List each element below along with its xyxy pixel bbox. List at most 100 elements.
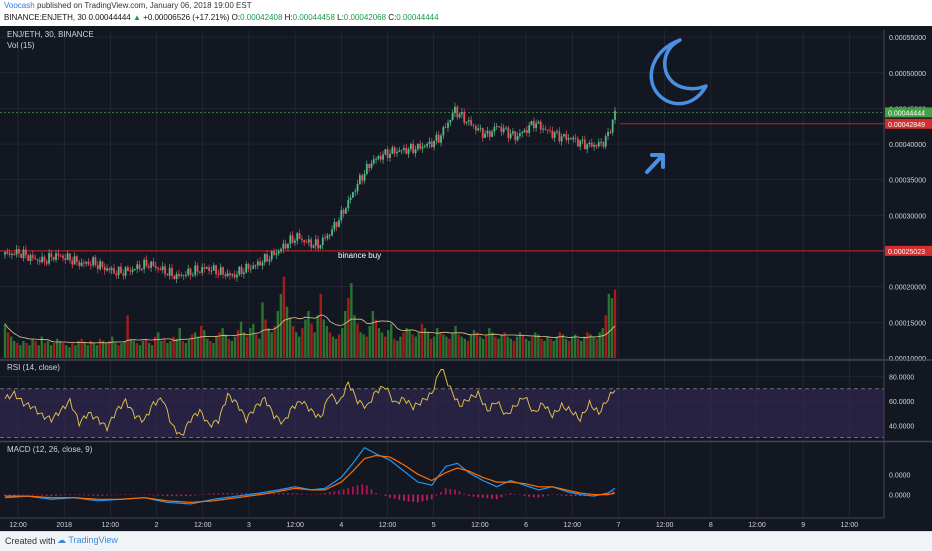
open-value: 0.00042408 xyxy=(240,13,283,22)
candle-body xyxy=(542,128,544,130)
volume-bar xyxy=(135,343,139,358)
candles xyxy=(4,102,616,284)
candle-body xyxy=(319,245,322,249)
macd-histogram-bar xyxy=(226,493,229,495)
time-tick-label: 6 xyxy=(524,522,528,529)
volume-bar xyxy=(301,328,304,358)
candle-body xyxy=(393,147,396,154)
candle-body xyxy=(256,261,259,266)
candle-body xyxy=(242,272,245,274)
volume-bar xyxy=(6,332,10,358)
macd-histogram-bar xyxy=(537,494,540,498)
candle-body xyxy=(106,268,108,271)
macd-histogram-bar xyxy=(426,494,429,501)
volume-bar xyxy=(258,338,261,358)
candle-body xyxy=(182,275,185,276)
candle-body xyxy=(314,239,317,246)
macd-histogram-bar xyxy=(217,493,220,495)
volume-bar xyxy=(193,332,197,358)
candle-body xyxy=(247,263,250,269)
candle-body xyxy=(164,266,166,274)
candle-body xyxy=(171,267,173,276)
volume-bar xyxy=(147,343,151,358)
volume-bar xyxy=(598,332,601,358)
macd-histogram-bar xyxy=(64,494,67,496)
candle-body xyxy=(549,129,551,131)
macd-legend: MACD (12, 26, close, 9) xyxy=(7,445,93,454)
volume-bar xyxy=(175,338,178,358)
time-tick-label: 12:00 xyxy=(9,522,27,529)
tradingview-brand-link[interactable]: ☁ TradingView xyxy=(57,535,118,545)
candle-body xyxy=(4,251,6,255)
trading-chart[interactable]: 0.000550000.000500000.000450000.00040000… xyxy=(0,26,932,531)
volume-bar xyxy=(524,338,528,358)
volume-bar xyxy=(144,338,148,358)
macd-histogram-bar xyxy=(157,494,159,496)
volume-bar xyxy=(494,336,497,358)
macd-histogram-bar xyxy=(175,494,178,497)
volume-bar xyxy=(350,283,353,358)
candle-body xyxy=(565,134,568,140)
volume-bar xyxy=(344,310,347,358)
volume-bar xyxy=(613,289,617,358)
volume-bar xyxy=(515,336,519,358)
candle-body xyxy=(338,220,340,227)
macd-histogram-bar xyxy=(611,490,614,495)
macd-histogram-bar xyxy=(310,494,313,496)
candle-body xyxy=(537,121,540,124)
candle-body xyxy=(502,128,505,132)
price-label-text: 0.00042849 xyxy=(888,122,925,129)
candle-body xyxy=(586,144,589,150)
candle-body xyxy=(345,208,347,214)
candle-body xyxy=(62,255,64,259)
candle-body xyxy=(535,123,538,129)
candle-body xyxy=(294,240,296,243)
volume-bar xyxy=(71,343,74,358)
volume-bar xyxy=(12,340,16,358)
volume-bar xyxy=(40,336,43,358)
macd-histogram-bar xyxy=(13,494,16,496)
candle-body xyxy=(52,256,55,260)
author-link[interactable]: Voocash xyxy=(4,1,35,10)
volume-bar xyxy=(52,343,56,358)
candle-body xyxy=(273,251,275,255)
volume-bar xyxy=(488,328,491,358)
macd-histogram-bar xyxy=(324,493,326,495)
change-up-icon: ▲ xyxy=(132,13,141,22)
arrow-up-right-icon[interactable] xyxy=(645,153,665,174)
volume-bar xyxy=(506,336,509,358)
candle-body xyxy=(372,159,375,164)
candle-body xyxy=(198,271,201,273)
volume-bar xyxy=(209,340,212,358)
macd-histogram-bar xyxy=(282,493,285,495)
volume-bar xyxy=(408,330,411,358)
volume-bar xyxy=(555,336,558,358)
candle-body xyxy=(76,256,78,262)
candle-body xyxy=(27,255,30,262)
volume-bar xyxy=(141,340,145,358)
rsi-tick-label: 40.0000 xyxy=(889,423,914,430)
candle-body xyxy=(544,128,547,130)
macd-histogram-bar xyxy=(574,494,577,497)
volume-bar xyxy=(163,338,166,358)
volume-bar xyxy=(242,332,246,358)
volume-bar xyxy=(270,332,273,358)
volume-bar xyxy=(19,345,22,358)
candle-body xyxy=(6,251,9,254)
rsi-tick-label: 60.0000 xyxy=(889,399,914,406)
pane-separators[interactable] xyxy=(0,359,932,443)
time-tick-label: 12:00 xyxy=(379,522,397,529)
volume-bar xyxy=(365,336,368,358)
volume-bar xyxy=(199,325,203,358)
candle-body xyxy=(238,266,241,275)
volume-bar xyxy=(86,345,89,358)
candle-body xyxy=(89,264,92,266)
volume-bar xyxy=(245,336,249,358)
volume-bar xyxy=(411,334,414,358)
time-axis[interactable]: 12:00 2018 12:00 2 12:00 3 12:00 4 12:00 5 12:00 6 1… xyxy=(0,517,884,529)
moon-drawing-icon[interactable] xyxy=(649,38,708,106)
annotation-label[interactable]: binance buy xyxy=(338,251,381,260)
time-tick-label: 12:00 xyxy=(471,522,489,529)
candle-body xyxy=(583,139,586,150)
low-label: L: xyxy=(337,13,344,22)
